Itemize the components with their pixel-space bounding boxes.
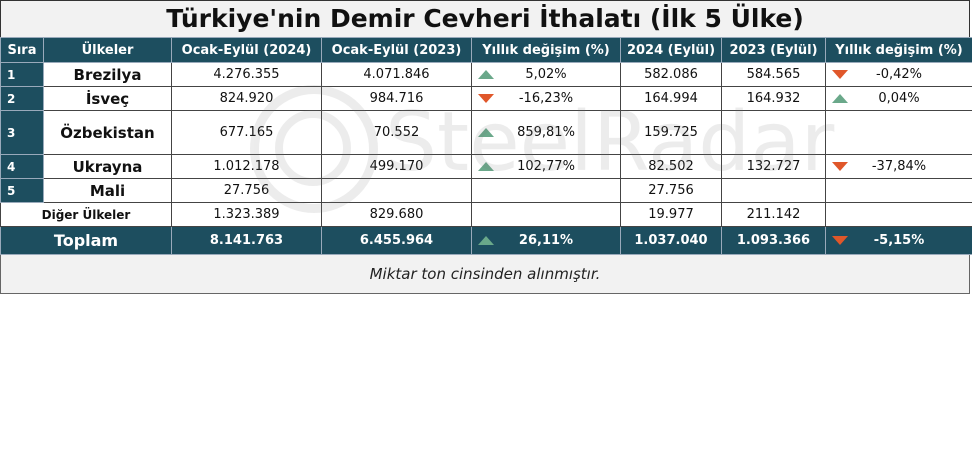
ytd-2024-cell: 1.323.389 [171,202,322,227]
sep-change-value: -37,84% [871,159,927,174]
trend-down-icon [478,93,494,103]
col-header-sep-2024: 2024 (Eylül) [620,37,722,63]
rank-cell: 1 [0,62,44,87]
ytd-2024-cell: 4.276.355 [171,62,322,87]
total-ytd-2024-cell: 8.141.763 [171,226,322,255]
ytd-change-cell [471,202,621,227]
table-row: 3 Özbekistan 677.165 70.552 859,81% 159.… [0,110,972,155]
sep-change-cell [825,202,972,227]
rank-cell: 3 [0,110,44,155]
country-cell: Mali [43,178,172,203]
col-header-sep-change: Yıllık değişim (%) [825,37,972,63]
ytd-change-cell: 859,81% [471,110,621,155]
rank-cell: 4 [0,154,44,179]
footnote: Miktar ton cinsinden alınmıştır. [0,255,970,294]
other-countries-row: Diğer Ülkeler 1.323.389 829.680 19.977 2… [0,202,972,227]
total-sep-2023-cell: 1.093.366 [721,226,826,255]
sep-2024-cell: 82.502 [620,154,722,179]
ytd-2023-cell: 829.680 [321,202,472,227]
ytd-change-value: 859,81% [517,125,575,140]
ytd-2023-cell [321,178,472,203]
country-cell: Özbekistan [43,110,172,155]
ytd-2023-cell: 70.552 [321,110,472,155]
sep-2023-cell [721,178,826,203]
trend-down-icon [832,69,848,79]
sep-change-value: -0,42% [876,67,922,82]
col-header-rank: Sıra [0,37,44,63]
ytd-change-value: 5,02% [525,67,567,82]
col-header-ytd-change: Yıllık değişim (%) [471,37,621,63]
report-container: Türkiye'nin Demir Cevheri İthalatı (İlk … [0,0,972,294]
trend-up-icon [478,69,494,79]
sep-2024-cell: 27.756 [620,178,722,203]
ytd-change-value: -16,23% [518,91,574,106]
header-row: Sıra Ülkeler Ocak-Eylül (2024) Ocak-Eylü… [0,37,972,63]
other-countries-label: Diğer Ülkeler [0,202,172,227]
table-title: Türkiye'nin Demir Cevheri İthalatı (İlk … [0,0,970,37]
sep-change-cell: -37,84% [825,154,972,179]
sep-change-cell [825,110,972,155]
rank-cell: 5 [0,178,44,203]
ytd-change-cell [471,178,621,203]
trend-up-icon [832,93,848,103]
table-row: 1 Brezilya 4.276.355 4.071.846 5,02% 582… [0,62,972,87]
total-row: Toplam 8.141.763 6.455.964 26,11% 1.037.… [0,226,972,255]
col-header-ytd-2024: Ocak-Eylül (2024) [171,37,322,63]
ytd-change-cell: -16,23% [471,86,621,111]
ytd-change-value: 102,77% [517,159,575,174]
trend-down-icon [832,235,848,245]
ytd-change-cell: 5,02% [471,62,621,87]
total-sep-change-cell: -5,15% [825,226,972,255]
sep-2023-cell [721,110,826,155]
trend-up-icon [478,235,494,245]
ytd-change-cell: 102,77% [471,154,621,179]
sep-2023-cell: 164.932 [721,86,826,111]
sep-2024-cell: 159.725 [620,110,722,155]
trend-up-icon [478,127,494,137]
total-ytd-change-value: 26,11% [518,233,574,248]
ytd-2024-cell: 1.012.178 [171,154,322,179]
ytd-2023-cell: 499.170 [321,154,472,179]
table-row: 2 İsveç 824.920 984.716 -16,23% 164.994 … [0,86,972,111]
total-sep-change-value: -5,15% [873,233,925,248]
trend-down-icon [832,161,848,171]
ytd-2023-cell: 984.716 [321,86,472,111]
ytd-2024-cell: 824.920 [171,86,322,111]
sep-change-cell [825,178,972,203]
iron-ore-import-table: Sıra Ülkeler Ocak-Eylül (2024) Ocak-Eylü… [0,37,972,255]
sep-change-value: 0,04% [878,91,920,106]
col-header-ytd-2023: Ocak-Eylül (2023) [321,37,472,63]
sep-2023-cell: 584.565 [721,62,826,87]
table-row: 5 Mali 27.756 27.756 [0,178,972,203]
ytd-2024-cell: 27.756 [171,178,322,203]
total-ytd-2023-cell: 6.455.964 [321,226,472,255]
rank-cell: 2 [0,86,44,111]
country-cell: Ukrayna [43,154,172,179]
trend-up-icon [478,161,494,171]
sep-change-cell: 0,04% [825,86,972,111]
country-cell: İsveç [43,86,172,111]
sep-2024-cell: 19.977 [620,202,722,227]
total-ytd-change-cell: 26,11% [471,226,621,255]
ytd-2023-cell: 4.071.846 [321,62,472,87]
total-label: Toplam [0,226,172,255]
col-header-country: Ülkeler [43,37,172,63]
sep-2024-cell: 582.086 [620,62,722,87]
sep-2024-cell: 164.994 [620,86,722,111]
sep-2023-cell: 211.142 [721,202,826,227]
sep-change-cell: -0,42% [825,62,972,87]
table-row: 4 Ukrayna 1.012.178 499.170 102,77% 82.5… [0,154,972,179]
sep-2023-cell: 132.727 [721,154,826,179]
ytd-2024-cell: 677.165 [171,110,322,155]
total-sep-2024-cell: 1.037.040 [620,226,722,255]
country-cell: Brezilya [43,62,172,87]
col-header-sep-2023: 2023 (Eylül) [721,37,826,63]
